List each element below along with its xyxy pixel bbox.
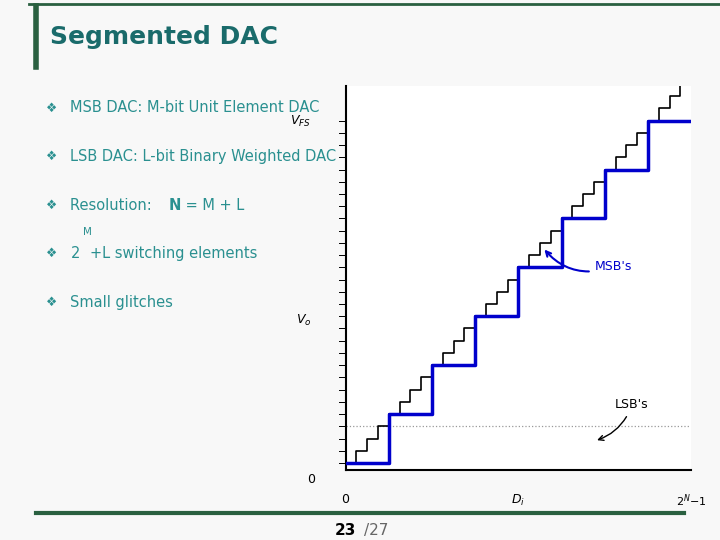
Text: M: M xyxy=(83,227,92,237)
Text: ❖: ❖ xyxy=(46,296,58,309)
Text: MSB's: MSB's xyxy=(546,251,632,273)
Text: 0: 0 xyxy=(307,473,315,486)
Text: Resolution:: Resolution: xyxy=(71,198,157,213)
Text: ❖: ❖ xyxy=(46,150,58,163)
Text: Segmented DAC: Segmented DAC xyxy=(50,24,279,49)
Text: N: N xyxy=(168,198,181,213)
Text: $D_i$: $D_i$ xyxy=(511,493,526,508)
Text: MSB DAC: M-bit Unit Element DAC: MSB DAC: M-bit Unit Element DAC xyxy=(71,100,320,116)
Text: ❖: ❖ xyxy=(46,102,58,114)
Text: $2^N{-}1$: $2^N{-}1$ xyxy=(676,493,706,509)
Text: Small glitches: Small glitches xyxy=(71,295,174,310)
Text: /27: /27 xyxy=(364,523,388,538)
Text: 0: 0 xyxy=(341,493,350,506)
Text: ❖: ❖ xyxy=(46,247,58,260)
Text: = M + L: = M + L xyxy=(181,198,244,213)
Text: +L switching elements: +L switching elements xyxy=(90,246,258,261)
Text: ❖: ❖ xyxy=(46,199,58,212)
Text: LSB's: LSB's xyxy=(598,399,649,440)
Text: $V_o$: $V_o$ xyxy=(295,313,311,328)
Text: 23: 23 xyxy=(335,523,356,538)
Text: $V_{FS}$: $V_{FS}$ xyxy=(290,114,311,129)
Text: 2: 2 xyxy=(71,246,80,261)
Text: LSB DAC: L-bit Binary Weighted DAC: LSB DAC: L-bit Binary Weighted DAC xyxy=(71,149,336,164)
